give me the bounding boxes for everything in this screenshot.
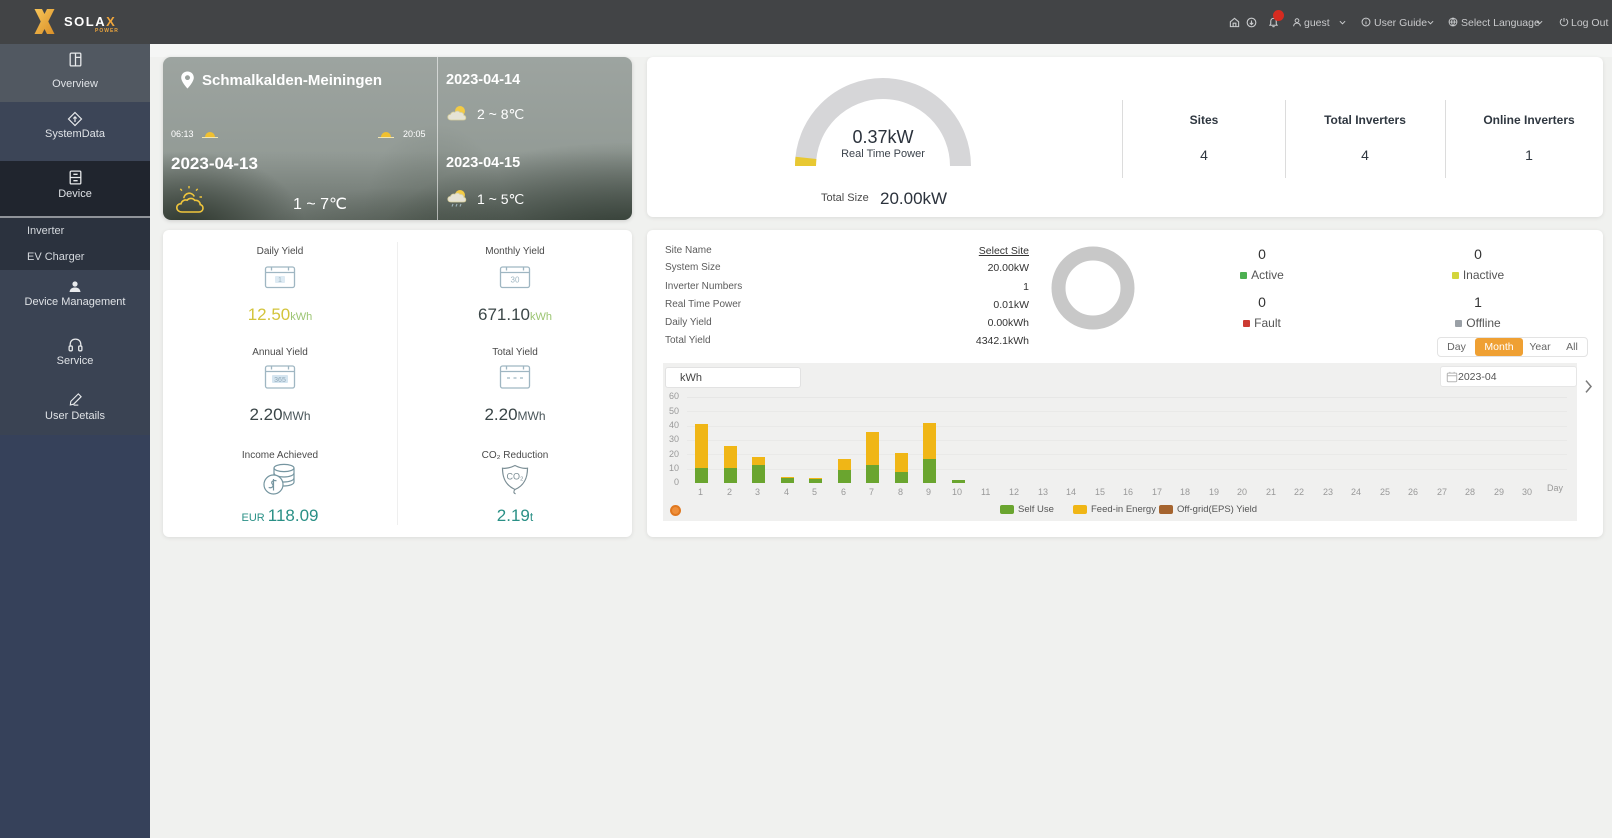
svg-text:30: 30 xyxy=(511,276,520,285)
svg-text:1: 1 xyxy=(278,277,282,284)
svg-text:365: 365 xyxy=(274,377,286,384)
svg-text:CO₂: CO₂ xyxy=(507,472,525,482)
